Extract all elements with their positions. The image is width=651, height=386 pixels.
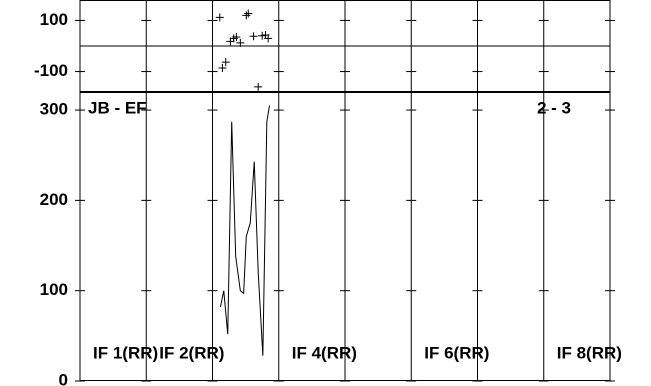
point: [221, 58, 230, 67]
point: [264, 34, 273, 43]
point: [218, 63, 227, 72]
point: [242, 11, 251, 20]
point: [249, 32, 258, 41]
y-tick-label: 100: [40, 10, 68, 29]
if-label: IF 4(RR): [292, 343, 357, 362]
point: [236, 38, 245, 47]
y-tick-label: -100: [34, 61, 68, 80]
point: [258, 31, 267, 40]
annotation: 2 - 3: [537, 98, 571, 117]
chart-title: JB - EF: [88, 98, 147, 117]
y-tick-label: 100: [40, 280, 68, 299]
point: [232, 33, 241, 42]
amplitude-line: [219, 105, 270, 356]
if-label: IF 6(RR): [424, 343, 489, 362]
point: [244, 9, 253, 18]
point: [215, 13, 224, 22]
if-label: IF 1(RR): [93, 343, 158, 362]
if-label: IF 2(RR): [159, 343, 224, 362]
y-tick-label: 200: [40, 190, 68, 209]
point: [254, 82, 263, 91]
if-label: IF 8(RR): [557, 343, 622, 362]
y-tick-label: 0: [59, 370, 68, 386]
y-tick-label: 300: [40, 100, 68, 119]
